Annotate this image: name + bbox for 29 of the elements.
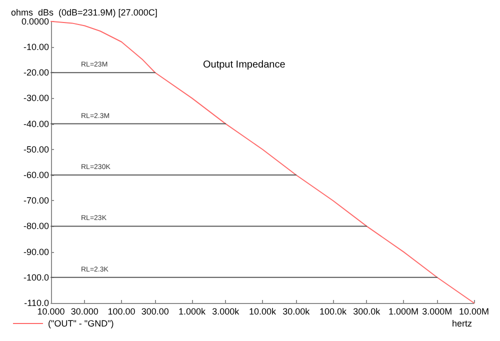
y-tick-label: -70.00 [23, 196, 49, 206]
x-tick-label: 10.00M [458, 306, 490, 316]
y-tick-label: -60.00 [23, 170, 49, 180]
x-axis-title: hertz [452, 318, 472, 328]
text: Output Impedance [203, 60, 286, 70]
x-tick-label: 300.0k [353, 306, 381, 316]
y-tick-label: -90.00 [23, 246, 49, 257]
y-tick-label: -30.00 [23, 93, 49, 104]
x-tick-label: 3.000M [422, 306, 452, 316]
x-tick-label: 300.00 [141, 306, 169, 316]
y-tick-label: -40.00 [23, 118, 49, 129]
legend-label: ("OUT" - "GND") [48, 318, 114, 328]
y-tick-label: -100.0 [23, 272, 49, 282]
x-tick-label: 100.00 [108, 306, 136, 316]
x-tick-label: 30.00k [282, 306, 310, 316]
y-tick-label: -110.0 [24, 298, 49, 308]
y-tick-label: 0.0000 [21, 16, 49, 26]
x-tick-label: 1.000k [178, 306, 206, 316]
x-tick-label: 100.0k [319, 306, 347, 316]
y-tick-label: -10.00 [23, 42, 49, 52]
y-axis-title: ohms dBs (0dB=231.9M) [27.000C] [11, 8, 158, 18]
x-tick-label: 30.000 [70, 306, 98, 316]
x-tick-label: 1.000M [388, 306, 419, 316]
x-tick-label: 10.00k [248, 306, 276, 316]
y-tick-label: -50.00 [23, 144, 49, 154]
x-tick-label: 10.000 [37, 306, 65, 316]
y-tick-label: -80.00 [23, 221, 49, 232]
y-tick-label: -20.00 [23, 68, 49, 78]
x-tick-label: 3.000k [212, 306, 240, 316]
